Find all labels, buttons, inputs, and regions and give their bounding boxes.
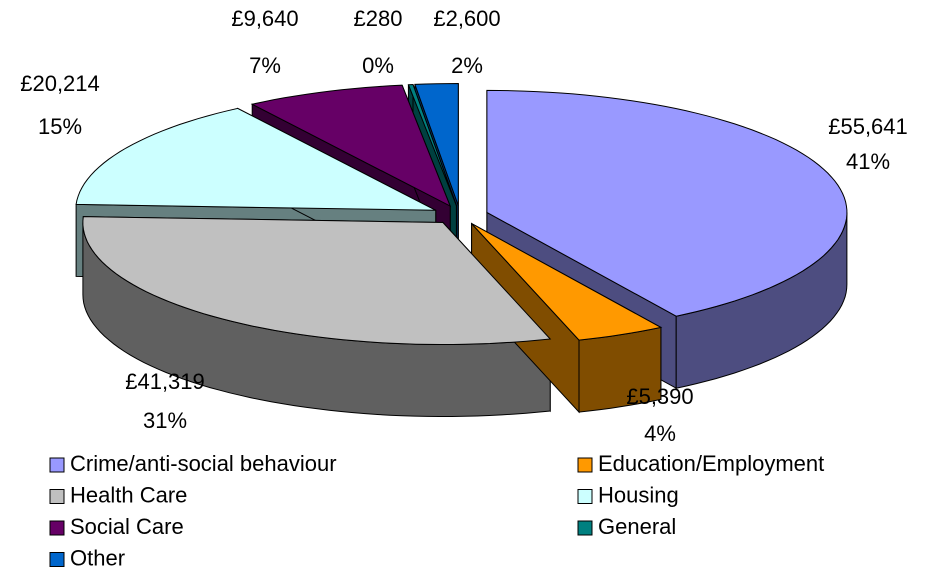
slice xyxy=(407,83,457,206)
legend-label: Housing xyxy=(598,482,679,507)
percent-label: 31% xyxy=(143,408,187,433)
legend-label: Health Care xyxy=(70,482,187,507)
slice xyxy=(250,84,452,208)
legend-label: Social Care xyxy=(70,514,184,539)
percent-label: 0% xyxy=(362,53,394,78)
value-label: £55,641 xyxy=(828,114,908,139)
percent-label: 15% xyxy=(38,114,82,139)
percent-label: 41% xyxy=(846,149,890,174)
legend-swatch xyxy=(49,520,65,536)
legend-label: Crime/anti-social behaviour xyxy=(70,451,337,476)
percent-label: 7% xyxy=(249,53,281,78)
slice xyxy=(486,89,848,317)
legend-swatch xyxy=(577,489,593,504)
value-label: £280 xyxy=(354,6,403,31)
legend-label: General xyxy=(598,514,676,539)
slice xyxy=(82,216,552,345)
slice xyxy=(75,107,436,211)
value-label: £2,600 xyxy=(433,6,500,31)
legend-swatch xyxy=(577,520,593,536)
slice-tops xyxy=(75,82,848,345)
value-label: £41,319 xyxy=(125,369,205,394)
legend-swatch xyxy=(49,457,65,473)
legend-label: Other xyxy=(70,545,125,570)
value-label: £9,640 xyxy=(231,6,298,31)
legend-swatch xyxy=(49,489,65,504)
slice xyxy=(471,223,663,341)
legend-label: Education/Employment xyxy=(598,451,824,476)
legend-swatch xyxy=(49,552,65,567)
slice xyxy=(414,82,459,206)
percent-label: 2% xyxy=(451,53,483,78)
percent-label: 4% xyxy=(644,421,676,446)
legend-swatch xyxy=(577,457,593,473)
value-label: £5,390 xyxy=(626,384,693,409)
value-label: £20,214 xyxy=(20,71,100,96)
